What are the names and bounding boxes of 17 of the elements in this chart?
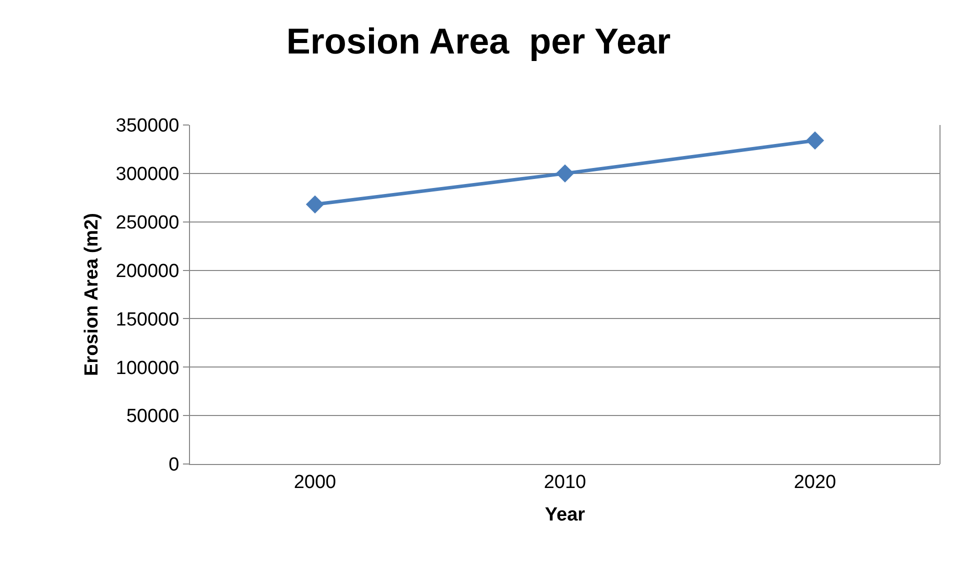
x-tick-label: 2000 [294,472,336,493]
y-tick-label: 50000 [126,406,180,428]
y-tick-label: 200000 [116,260,180,282]
y-tick-label: 350000 [116,116,180,137]
y-tick-label: 300000 [116,164,180,186]
x-tick-label: 2010 [544,472,586,493]
y-tick-label: 250000 [116,212,180,234]
point [806,131,824,150]
y-tick-label: 150000 [116,309,180,330]
y-tick-label: 0 [168,454,180,476]
x-tick-label: 2020 [794,472,836,493]
y-tick-label: 100000 [116,358,180,379]
point [556,164,574,183]
y-axis-title: Erosion Area (m2) [82,213,103,376]
point [306,195,324,214]
x-axis-title: Year [544,504,586,526]
chart-title: Erosion Area per Year [286,20,671,62]
